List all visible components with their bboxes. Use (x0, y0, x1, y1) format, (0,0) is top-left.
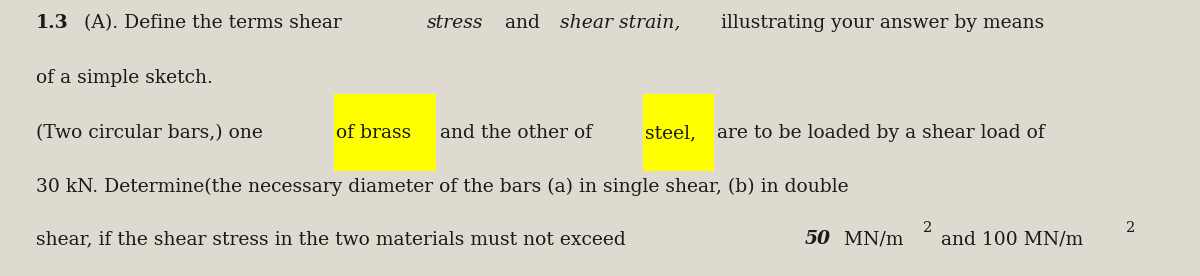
Text: and: and (499, 14, 546, 31)
Text: (Two circular bars,) one: (Two circular bars,) one (36, 124, 269, 142)
Text: steel,: steel, (646, 124, 696, 142)
Text: of a simple sketch.: of a simple sketch. (36, 69, 212, 87)
Text: 2: 2 (1126, 221, 1135, 235)
Bar (334, 94, 436, 171)
Text: illustrating your answer by means: illustrating your answer by means (715, 14, 1044, 31)
Text: 2: 2 (923, 221, 932, 235)
Text: 30 kN. Determine(the necessary diameter of the bars (a) in single shear, (b) in : 30 kN. Determine(the necessary diameter … (36, 177, 848, 196)
Text: 50: 50 (805, 230, 830, 248)
Text: of brass: of brass (336, 124, 412, 142)
Text: and the other of: and the other of (433, 124, 598, 142)
Text: MN/m: MN/m (839, 230, 904, 248)
Text: shear, if the shear stress in the two materials must not exceed: shear, if the shear stress in the two ma… (36, 230, 631, 248)
Text: 1.3: 1.3 (36, 14, 68, 31)
Text: (A). Define the terms shear: (A). Define the terms shear (78, 14, 348, 31)
Bar (643, 94, 714, 171)
Text: shear strain,: shear strain, (559, 14, 680, 31)
Text: are to be loaded by a shear load of: are to be loaded by a shear load of (712, 124, 1045, 142)
Text: and 100 MN/m: and 100 MN/m (935, 230, 1082, 248)
Text: stress: stress (426, 14, 482, 31)
